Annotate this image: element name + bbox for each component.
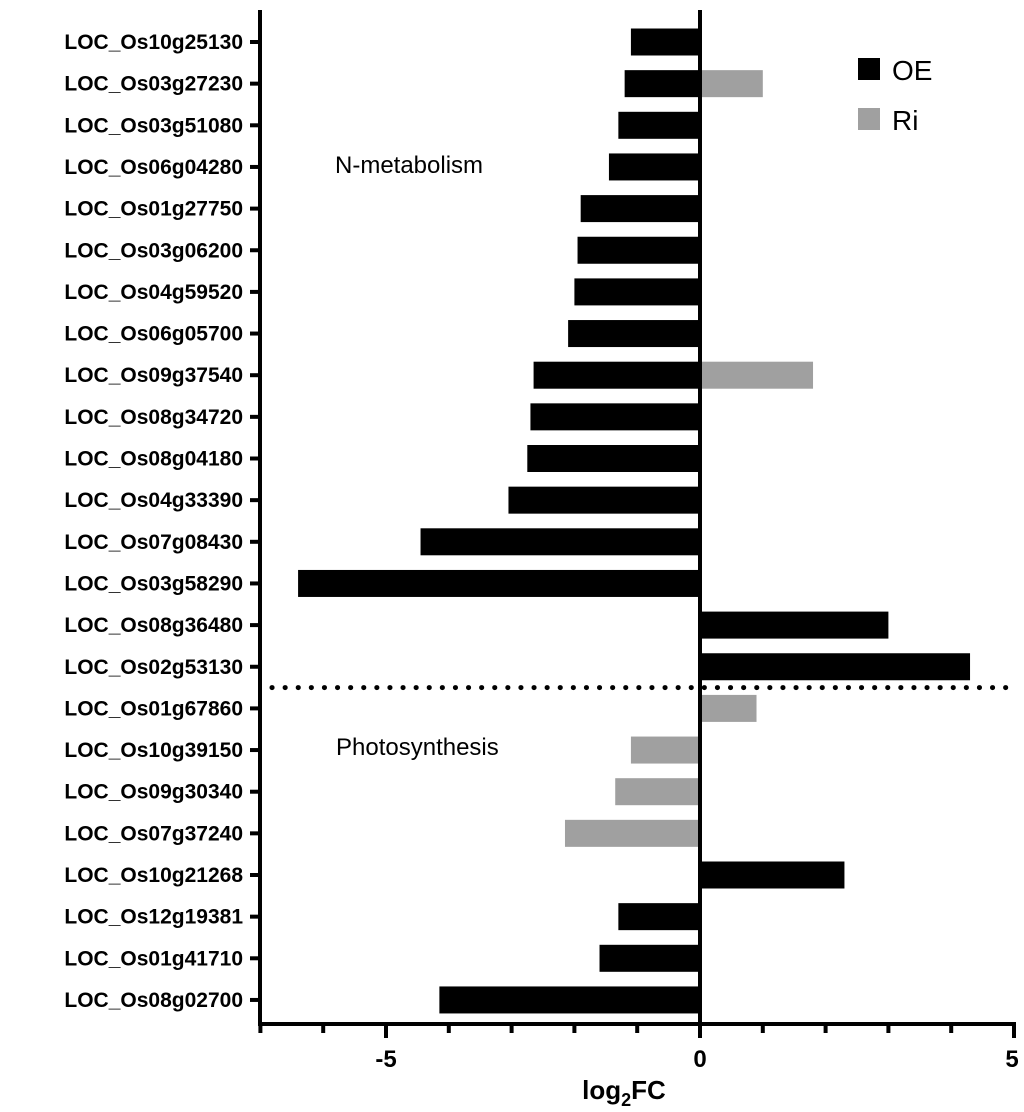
bar-oe: [508, 486, 700, 514]
bar-oe: [580, 195, 700, 223]
x-axis-title-subscript: 2: [621, 1090, 631, 1110]
x-tick-label: 0: [693, 1046, 706, 1073]
bar-ri: [700, 694, 757, 722]
category-label: LOC_Os03g58290: [64, 572, 243, 595]
x-tick-label: -5: [375, 1046, 396, 1073]
annotation-photosynthesis: Photosynthesis: [336, 734, 499, 761]
category-labels: LOC_Os10g25130 LOC_Os03g27230 LOC_Os03g510…: [64, 31, 260, 1012]
bar-oe: [420, 528, 700, 556]
bar-ri: [630, 736, 700, 764]
legend-label-ri: Ri: [892, 105, 918, 136]
category-label: LOC_Os03g51080: [64, 114, 243, 137]
bar-ri: [615, 778, 700, 806]
bar-oe: [530, 403, 700, 431]
category-label: LOC_Os06g04280: [64, 156, 243, 179]
bar-ri: [700, 361, 814, 389]
category-label: LOC_Os10g21268: [64, 864, 243, 887]
bar-oe: [618, 903, 700, 931]
category-label: LOC_Os07g08430: [64, 531, 243, 554]
bar-ri: [700, 70, 763, 98]
category-label: LOC_Os10g25130: [64, 31, 243, 54]
legend-swatch-oe: [858, 58, 880, 80]
category-label: LOC_Os04g59520: [64, 281, 243, 304]
category-label: LOC_Os12g19381: [64, 906, 243, 929]
category-label: LOC_Os06g05700: [64, 323, 243, 346]
bar-oe: [533, 361, 700, 389]
category-label: LOC_Os08g34720: [64, 406, 243, 429]
bar-oe: [700, 861, 845, 889]
bar-oe: [599, 944, 700, 972]
category-label: LOC_Os01g27750: [64, 198, 243, 221]
x-axis-title: log2FC: [582, 1075, 666, 1110]
legend-swatch-ri: [858, 108, 880, 130]
bar-oe: [700, 611, 889, 639]
bar-ri: [564, 819, 700, 847]
bar-oe: [574, 278, 700, 306]
x-axis-title-base: log: [582, 1075, 621, 1105]
category-label: LOC_Os10g39150: [64, 739, 243, 762]
x-axis-ticks: -5 0 5: [258, 1024, 1019, 1073]
bar-oe: [527, 445, 700, 472]
bar-oe: [577, 236, 700, 264]
category-label: LOC_Os09g37540: [64, 364, 243, 387]
category-label: LOC_Os03g27230: [64, 73, 243, 96]
category-label: LOC_Os04g33390: [64, 489, 243, 512]
bar-oe: [630, 28, 700, 56]
bar-oe: [624, 70, 700, 98]
legend: OE Ri: [858, 55, 932, 136]
bar-oe: [568, 320, 700, 348]
category-label: LOC_Os07g37240: [64, 822, 243, 845]
annotation-n-metabolism: N-metabolism: [335, 152, 483, 179]
bar-oe: [700, 653, 971, 681]
bar-oe: [298, 569, 700, 597]
category-label: LOC_Os02g53130: [64, 656, 243, 679]
category-label: LOC_Os09g30340: [64, 781, 243, 804]
category-label: LOC_Os03g06200: [64, 239, 243, 262]
legend-label-oe: OE: [892, 55, 932, 86]
category-label: LOC_Os01g67860: [64, 697, 243, 720]
bar-oe: [439, 986, 700, 1014]
category-label: LOC_Os08g36480: [64, 614, 243, 637]
category-label: LOC_Os01g41710: [64, 947, 243, 970]
bar-oe: [618, 111, 700, 139]
x-tick-label: 5: [1005, 1046, 1018, 1073]
bar-oe: [608, 153, 700, 181]
bars-layer: [298, 28, 971, 1014]
category-label: LOC_Os08g02700: [64, 989, 243, 1012]
category-label: LOC_Os08g04180: [64, 448, 243, 471]
x-axis-title-tail: FC: [631, 1075, 666, 1105]
